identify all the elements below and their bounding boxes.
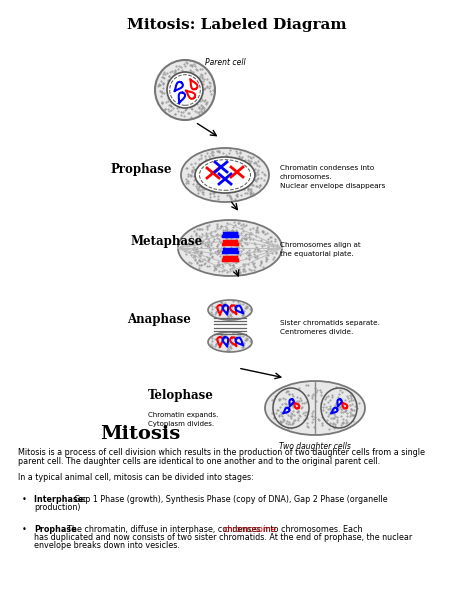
Text: envelope breaks down into vesicles.: envelope breaks down into vesicles. (34, 541, 180, 550)
Ellipse shape (273, 388, 309, 428)
Text: In a typical animal cell, mitosis can be divided into stages:: In a typical animal cell, mitosis can be… (18, 473, 254, 482)
Text: has duplicated and now consists of two sister chromatids. At the end of prophase: has duplicated and now consists of two s… (34, 533, 412, 542)
Ellipse shape (208, 332, 252, 352)
Text: Cytoplasm divides.: Cytoplasm divides. (148, 421, 214, 427)
Text: the equatorial plate.: the equatorial plate. (280, 251, 354, 257)
Text: Mitosis: Labeled Diagram: Mitosis: Labeled Diagram (127, 18, 347, 32)
Text: •: • (22, 495, 27, 504)
Text: chromosomes.: chromosomes. (280, 174, 333, 180)
Text: Chromosomes align at: Chromosomes align at (280, 242, 361, 248)
Ellipse shape (265, 381, 365, 435)
Text: •: • (22, 525, 27, 533)
Text: Gap 1 Phase (growth), Synthesis Phase (copy of DNA), Gap 2 Phase (organelle: Gap 1 Phase (growth), Synthesis Phase (c… (74, 495, 388, 504)
Text: Anaphase: Anaphase (127, 313, 191, 327)
Text: : The chromatin, diffuse in interphase, condenses into chromosomes. Each: : The chromatin, diffuse in interphase, … (62, 525, 365, 533)
Text: Two daughter cells: Two daughter cells (279, 442, 351, 451)
Ellipse shape (167, 72, 203, 108)
Text: Telophase: Telophase (148, 389, 214, 403)
Text: production): production) (34, 503, 81, 512)
Ellipse shape (321, 388, 357, 428)
Text: Interphase:: Interphase: (34, 495, 89, 504)
Ellipse shape (178, 220, 282, 276)
Ellipse shape (155, 60, 215, 120)
Text: chromosome: chromosome (224, 525, 277, 533)
Text: Sister chromatids separate.: Sister chromatids separate. (280, 320, 380, 326)
Text: Parent cell: Parent cell (205, 58, 246, 67)
Ellipse shape (208, 300, 252, 320)
Ellipse shape (195, 157, 255, 193)
Text: Chromatin condenses into: Chromatin condenses into (280, 165, 374, 171)
Text: Mitosis: Mitosis (100, 425, 180, 443)
Text: Metaphase: Metaphase (130, 235, 202, 248)
Text: Chromatin expands.: Chromatin expands. (148, 412, 219, 418)
Text: Mitosis is a process of cell division which results in the production of two dau: Mitosis is a process of cell division wh… (18, 448, 425, 457)
Text: Centromeres divide.: Centromeres divide. (280, 329, 353, 335)
Ellipse shape (181, 148, 269, 202)
Text: Prophase: Prophase (110, 162, 172, 175)
Text: parent cell. The daughter cells are identical to one another and to the original: parent cell. The daughter cells are iden… (18, 457, 380, 465)
Text: Nuclear envelope disappears: Nuclear envelope disappears (280, 183, 385, 189)
Text: Prophase: Prophase (34, 525, 77, 533)
